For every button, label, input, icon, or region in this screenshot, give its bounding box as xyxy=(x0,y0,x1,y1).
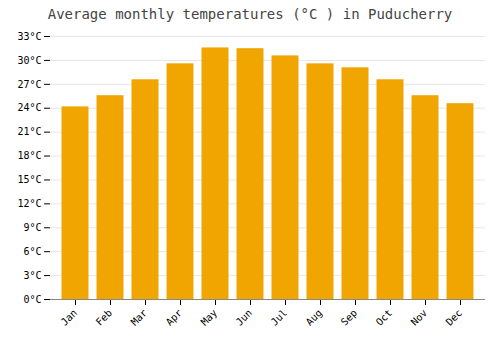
svg-text:Mar: Mar xyxy=(129,307,150,328)
svg-text:15°C: 15°C xyxy=(17,174,41,185)
svg-text:Feb: Feb xyxy=(94,307,115,328)
svg-text:9°C: 9°C xyxy=(23,222,41,233)
svg-text:30°C: 30°C xyxy=(17,55,41,66)
svg-text:Nov: Nov xyxy=(409,307,430,328)
svg-text:12°C: 12°C xyxy=(17,198,41,209)
svg-text:Jun: Jun xyxy=(234,307,255,328)
svg-text:27°C: 27°C xyxy=(17,79,41,90)
svg-text:33°C: 33°C xyxy=(17,31,41,42)
svg-text:Aug: Aug xyxy=(304,307,325,328)
svg-text:Oct: Oct xyxy=(374,307,395,328)
svg-text:3°C: 3°C xyxy=(23,270,41,281)
svg-text:18°C: 18°C xyxy=(17,150,41,161)
html-text:Average monthly temperatures (: Average monthly temperatures (°C ) in Pu… xyxy=(47,6,453,22)
svg-text:0°C: 0°C xyxy=(23,294,41,305)
svg-text:Jan: Jan xyxy=(59,307,80,328)
svg-text:May: May xyxy=(199,307,220,328)
svg-text:6°C: 6°C xyxy=(23,246,41,257)
svg-text:Sep: Sep xyxy=(339,307,360,328)
svg-text:21°C: 21°C xyxy=(17,126,41,137)
svg-text:24°C: 24°C xyxy=(17,102,41,113)
svg-text:Apr: Apr xyxy=(164,307,185,328)
svg-text:Jul: Jul xyxy=(269,307,290,328)
svg-text:Dec: Dec xyxy=(444,307,465,328)
